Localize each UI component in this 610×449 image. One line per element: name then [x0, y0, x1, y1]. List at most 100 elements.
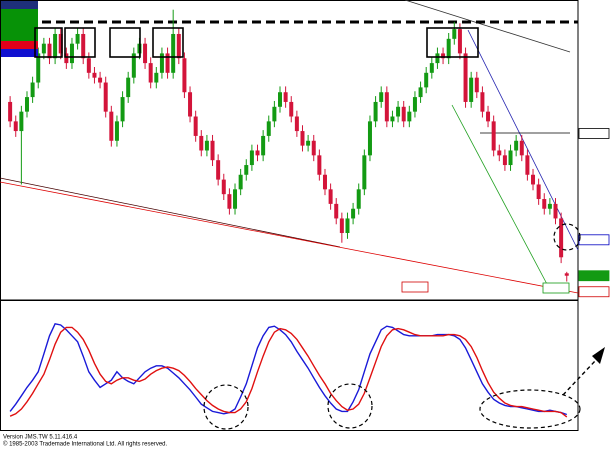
annotation-layer — [0, 0, 579, 294]
info-box-row — [1, 49, 38, 57]
candle-body — [30, 82, 35, 98]
candle-body — [249, 150, 254, 166]
candle-body — [81, 33, 86, 59]
candle-body — [351, 208, 356, 219]
candle-body — [435, 53, 440, 64]
candle-body — [474, 77, 479, 93]
highlight-box — [426, 27, 479, 58]
candle-body — [536, 184, 541, 200]
candle-body — [412, 97, 417, 112]
candle-body — [159, 53, 164, 73]
candle-body — [98, 77, 103, 83]
candle-body — [418, 87, 423, 98]
candle-body — [514, 140, 519, 151]
candle-body — [345, 218, 350, 234]
candle-body — [278, 92, 283, 107]
candle-body — [216, 160, 221, 180]
footer-text: Version JMS.TW 5.11.416.4 — [3, 435, 78, 441]
candle-body — [75, 33, 80, 44]
candle-body — [384, 92, 389, 122]
candle-body — [502, 155, 507, 166]
candle-body — [525, 155, 530, 175]
candle-body — [334, 203, 339, 219]
candle-body — [289, 101, 294, 117]
highlight-box — [109, 27, 141, 58]
candle-body — [143, 43, 148, 64]
trend-line — [0, 177, 341, 248]
candle-body — [362, 155, 367, 190]
info-box-row — [1, 17, 38, 25]
candle-body — [272, 106, 277, 122]
highlight-boxes — [34, 27, 597, 430]
candle-body — [227, 194, 232, 209]
stochastic-line — [9, 326, 568, 418]
candle-body — [373, 101, 378, 122]
candle-body — [176, 33, 181, 59]
candle-body — [148, 63, 153, 83]
candle-body — [441, 53, 446, 59]
candle-body — [193, 116, 198, 136]
candle-body — [328, 189, 333, 204]
candle-body — [24, 97, 29, 112]
candle-body — [13, 121, 18, 132]
candle-body — [131, 53, 136, 78]
candle-body — [171, 33, 176, 73]
candle-body — [41, 43, 46, 54]
candle-body — [188, 92, 193, 117]
candle-body — [238, 174, 243, 190]
candle-body — [86, 58, 91, 73]
candle-body — [367, 121, 372, 156]
stochastic-panel — [0, 300, 579, 431]
candle-body — [165, 53, 170, 73]
candle-body — [564, 273, 569, 276]
price-marker — [578, 270, 610, 282]
trend-line — [404, 0, 571, 53]
candle-body — [210, 140, 215, 161]
highlight-circle — [553, 223, 581, 251]
stochastic-line — [9, 322, 568, 416]
candle-body — [233, 189, 238, 209]
candle-body — [424, 72, 429, 88]
highlight-box — [64, 27, 96, 58]
candle-body — [446, 38, 451, 59]
highlight-circle — [479, 389, 581, 429]
candle-body — [47, 43, 52, 59]
price-marker — [578, 128, 610, 139]
candle-body — [103, 82, 108, 112]
candle-body — [306, 140, 311, 146]
candle-body — [126, 77, 131, 98]
candle-body — [311, 140, 316, 156]
candle-body — [486, 111, 491, 122]
info-box-row — [1, 1, 38, 9]
candle-body — [457, 29, 462, 54]
candle-body — [356, 189, 361, 209]
candle-body — [114, 121, 119, 141]
candle-body — [244, 165, 249, 175]
footer-text: © 1985-2003 Trademade International Ltd.… — [3, 441, 168, 448]
candle-body — [255, 150, 260, 156]
candle-body — [322, 174, 327, 190]
arrow-head — [592, 347, 605, 364]
candle-body — [109, 111, 114, 141]
candle-body — [53, 33, 58, 59]
candle-body — [407, 111, 412, 122]
info-box-row — [1, 33, 38, 41]
candle-body — [221, 179, 226, 195]
marks-layer — [1, 1, 610, 418]
candle-body — [339, 218, 344, 234]
trend-line — [451, 104, 549, 287]
candle-body — [92, 72, 97, 78]
trend-line — [0, 181, 579, 294]
candle-body — [508, 150, 513, 166]
candle-body — [182, 58, 187, 93]
candle-body — [261, 135, 266, 156]
price-marker — [578, 286, 610, 298]
info-box-row — [1, 9, 38, 17]
candle-body — [379, 92, 384, 102]
candle-body — [401, 106, 406, 122]
highlight-box — [34, 27, 63, 58]
candle-body — [463, 53, 468, 102]
candle-body — [294, 116, 299, 132]
